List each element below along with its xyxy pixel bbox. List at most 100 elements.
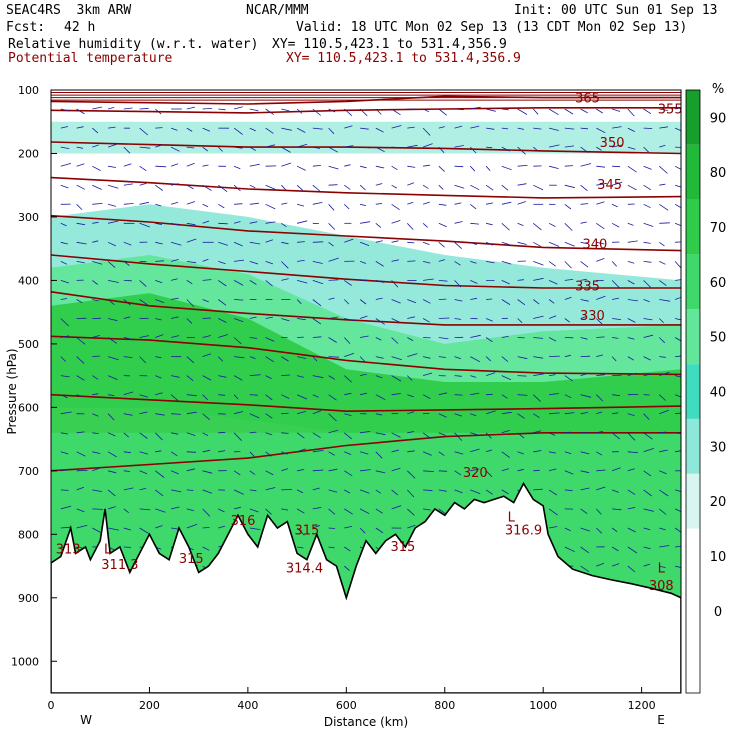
wind-vector [92, 127, 99, 134]
wind-vector [233, 127, 243, 135]
wind-vector [564, 489, 573, 492]
wind-vector [123, 487, 134, 491]
wind-vector [171, 527, 179, 530]
wind-vector [438, 413, 447, 418]
wind-vector [107, 299, 115, 306]
wind-vector [265, 127, 274, 134]
wind-vector [533, 222, 542, 231]
wind-vector [170, 241, 182, 246]
wind-vector [202, 146, 208, 152]
wind-vector [234, 411, 244, 415]
colorbar: 0 10 20 30 40 50 60 70 80 90% [685, 82, 726, 694]
wind-vector [60, 451, 69, 455]
wind-vector [155, 127, 163, 129]
wind-vector [391, 432, 401, 438]
wind-vector [407, 470, 416, 479]
wind-vector [674, 394, 681, 398]
wind-vector [218, 318, 227, 323]
wind-vector [674, 222, 681, 226]
wind-vector [186, 432, 196, 436]
wind-vector [564, 412, 575, 415]
wind-vector [470, 489, 481, 495]
wind-vector [643, 261, 652, 263]
wind-vector [233, 432, 242, 441]
wind-vector [233, 106, 243, 110]
wind-vector [517, 318, 523, 323]
wind-vector [627, 108, 635, 117]
wind-vector [627, 222, 634, 226]
wind-vector [438, 241, 445, 248]
wind-vector [107, 375, 118, 380]
wind-vector [423, 278, 434, 281]
wind-vector [517, 279, 524, 281]
wind-vector [123, 183, 134, 186]
wind-vector [659, 337, 666, 344]
colorbar-swatch [686, 418, 700, 474]
wind-vector [202, 299, 209, 303]
wind-vector [328, 204, 335, 211]
terrain [51, 481, 681, 693]
wind-vector [359, 527, 366, 534]
wind-vector [265, 394, 273, 401]
wind-vector [265, 356, 275, 363]
wind-vector [249, 394, 258, 396]
wind-vector [359, 489, 370, 494]
wind-vector [297, 318, 306, 321]
wind-vector [92, 375, 99, 380]
wind-vector [485, 165, 491, 171]
wind-vector [391, 165, 398, 171]
wind-vector [596, 108, 604, 114]
wind-vector [312, 375, 324, 379]
wind-vector [233, 318, 244, 323]
wind-vector [328, 184, 338, 186]
wind-vector [218, 431, 226, 434]
wind-vector [533, 450, 542, 453]
wind-vector [580, 508, 588, 514]
wind-vector [611, 203, 618, 208]
wind-vector [422, 201, 430, 205]
wind-vector [564, 127, 575, 130]
wind-vector [485, 432, 492, 439]
wind-vector [249, 280, 257, 285]
wind-vector [501, 127, 509, 130]
wind-vector [265, 144, 276, 148]
wind-vector [423, 470, 434, 472]
wind-vector [391, 125, 402, 129]
wind-vector [438, 203, 447, 206]
wind-vector [375, 183, 383, 186]
wind-vector [123, 451, 131, 454]
wind-vector [108, 394, 115, 397]
wind-vector [564, 354, 571, 357]
wind-vector [659, 409, 669, 415]
wind-vector [533, 184, 544, 191]
wind-vector [407, 299, 417, 304]
wind-vector [470, 356, 481, 363]
wind-vector [501, 299, 511, 305]
wind-vector [123, 527, 132, 531]
wind-vector [155, 108, 162, 115]
wind-vector [281, 146, 291, 153]
wind-vector [76, 146, 83, 149]
colorbar-swatch [686, 254, 700, 310]
field1-label: Relative humidity (w.r.t. water) [8, 37, 259, 52]
wind-vector [627, 318, 636, 323]
wind-vector [391, 467, 401, 472]
wind-vector [360, 146, 371, 149]
wind-vector [470, 222, 480, 225]
wind-vector [485, 241, 494, 246]
wind-vector [296, 143, 308, 148]
wind-vector [438, 356, 446, 358]
wind-vector [517, 432, 525, 439]
colorbar-swatch [686, 638, 700, 693]
wind-vector [360, 221, 371, 224]
wind-vector [564, 145, 575, 148]
wind-vector [596, 469, 606, 472]
wind-vector [517, 108, 528, 115]
wind-vector [281, 202, 288, 205]
wind-vector [501, 241, 511, 246]
contour-labels: 365 355 350 345 340 335 330 320 316.9 315 316 314.4… [56, 92, 683, 595]
wind-vector [470, 413, 477, 417]
wind-vector [360, 127, 369, 130]
wind-vector [438, 470, 448, 472]
wind-vector [202, 375, 212, 381]
